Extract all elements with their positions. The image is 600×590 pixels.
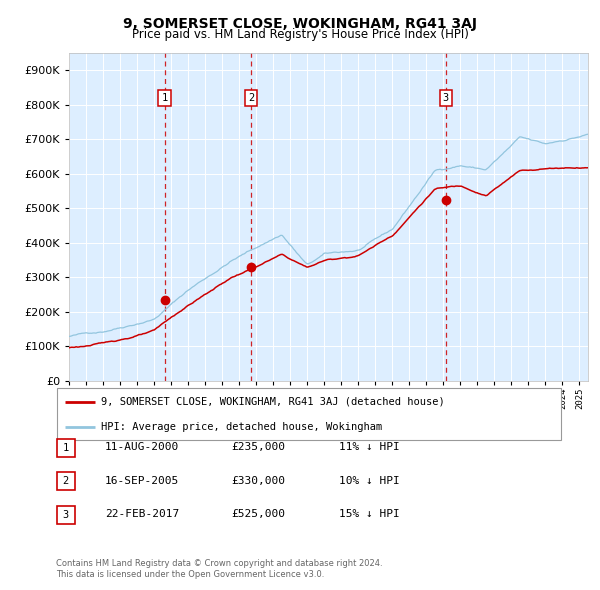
Text: 2: 2 [248, 93, 254, 103]
FancyBboxPatch shape [57, 506, 74, 524]
Text: 10% ↓ HPI: 10% ↓ HPI [339, 476, 400, 486]
Text: 15% ↓ HPI: 15% ↓ HPI [339, 510, 400, 519]
FancyBboxPatch shape [57, 439, 74, 457]
Text: 11-AUG-2000: 11-AUG-2000 [105, 442, 179, 452]
Text: This data is licensed under the Open Government Licence v3.0.: This data is licensed under the Open Gov… [56, 570, 324, 579]
Text: £330,000: £330,000 [231, 476, 285, 486]
FancyBboxPatch shape [57, 388, 561, 440]
Text: 11% ↓ HPI: 11% ↓ HPI [339, 442, 400, 452]
Text: 3: 3 [62, 510, 69, 520]
FancyBboxPatch shape [57, 473, 74, 490]
Text: Price paid vs. HM Land Registry's House Price Index (HPI): Price paid vs. HM Land Registry's House … [131, 28, 469, 41]
Text: 2: 2 [62, 477, 69, 486]
Text: 9, SOMERSET CLOSE, WOKINGHAM, RG41 3AJ: 9, SOMERSET CLOSE, WOKINGHAM, RG41 3AJ [123, 17, 477, 31]
Text: £525,000: £525,000 [231, 510, 285, 519]
Text: 22-FEB-2017: 22-FEB-2017 [105, 510, 179, 519]
Text: 9, SOMERSET CLOSE, WOKINGHAM, RG41 3AJ (detached house): 9, SOMERSET CLOSE, WOKINGHAM, RG41 3AJ (… [101, 396, 445, 407]
Text: HPI: Average price, detached house, Wokingham: HPI: Average price, detached house, Woki… [101, 422, 383, 431]
Text: £235,000: £235,000 [231, 442, 285, 452]
Text: 1: 1 [161, 93, 167, 103]
Text: 3: 3 [443, 93, 449, 103]
Text: 16-SEP-2005: 16-SEP-2005 [105, 476, 179, 486]
Text: Contains HM Land Registry data © Crown copyright and database right 2024.: Contains HM Land Registry data © Crown c… [56, 559, 382, 568]
Text: 1: 1 [62, 443, 69, 453]
